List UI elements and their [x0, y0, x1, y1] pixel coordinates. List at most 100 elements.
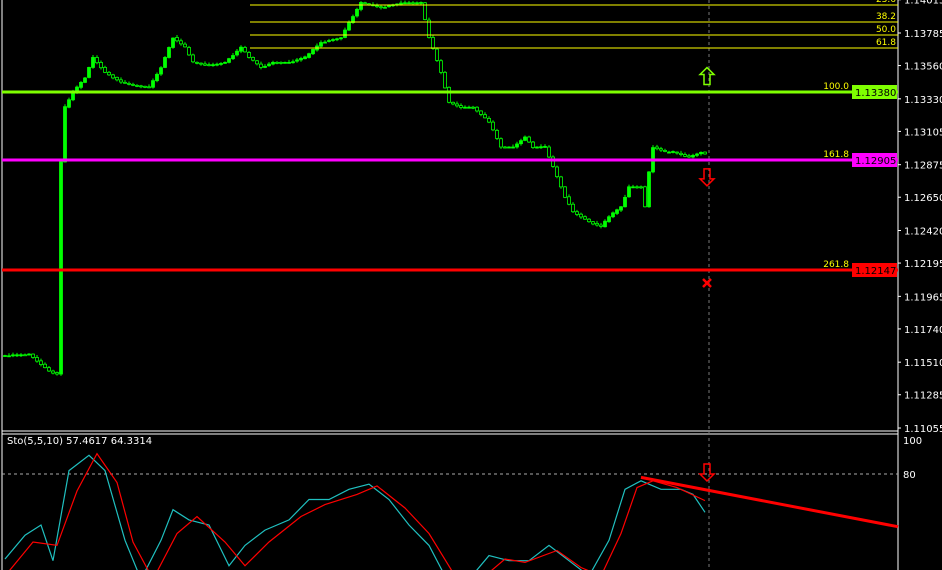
candle-body — [515, 143, 519, 148]
candle-body — [111, 74, 115, 79]
candle-body — [11, 354, 15, 357]
candle-body — [383, 6, 387, 9]
candle-body — [519, 140, 523, 145]
candle-body — [403, 2, 407, 5]
candle-body — [571, 203, 575, 213]
candle-body — [223, 61, 227, 64]
candle-body — [239, 46, 243, 52]
candle-body — [319, 42, 323, 47]
candle-body — [359, 2, 363, 10]
candle-body — [643, 186, 647, 208]
candle-body — [311, 49, 315, 55]
candle-body — [291, 61, 295, 64]
candle-body — [447, 86, 451, 103]
candle-body — [511, 146, 515, 149]
fib-level-label: 100.0 — [823, 82, 849, 92]
candle-body — [195, 61, 199, 64]
price-tick-label: 1.14015 — [904, 0, 942, 7]
candle-body — [323, 41, 327, 44]
candle-body — [631, 186, 635, 189]
candle-body — [251, 57, 255, 61]
candle-body — [23, 354, 27, 357]
candle-body — [31, 353, 35, 358]
candle-body — [443, 71, 447, 89]
fib-level-label: 161.8 — [823, 150, 849, 160]
candle-body — [507, 146, 511, 149]
candle-body — [623, 196, 627, 208]
candle-body — [67, 99, 71, 108]
candle-body — [483, 114, 487, 119]
candle-body — [455, 103, 459, 107]
candle-body — [243, 47, 247, 53]
candle-body — [279, 61, 283, 64]
candle-body — [635, 186, 639, 189]
candle-body — [211, 64, 215, 67]
candle-body — [227, 58, 231, 63]
candle-body — [159, 67, 163, 75]
candle-body — [7, 355, 11, 358]
candle-body — [271, 61, 275, 65]
candle-body — [303, 56, 307, 60]
candle-body — [415, 2, 419, 5]
candle-body — [215, 63, 219, 66]
candle-body — [363, 2, 367, 5]
candle-body — [435, 48, 439, 61]
fib-level-label: 261.8 — [823, 260, 849, 270]
candle-body — [187, 47, 191, 56]
candle-body — [551, 156, 555, 167]
stochastic-signal-line — [9, 452, 706, 570]
candle-body — [699, 151, 703, 155]
candle-body — [3, 355, 7, 357]
candle-body — [615, 209, 619, 214]
price-tick-label: 1.12875 — [904, 161, 942, 172]
candle-body — [339, 37, 343, 40]
price-tick-label: 1.12195 — [904, 259, 942, 270]
price-tick-label: 1.12420 — [904, 227, 942, 238]
candle-body — [479, 110, 483, 115]
fib-level-label: 23.6 — [876, 0, 896, 5]
fib-level-label: 38.2 — [876, 12, 896, 22]
price-label-box — [852, 153, 897, 167]
candle-body — [135, 84, 139, 87]
candle-body — [583, 216, 587, 220]
candle-body — [411, 2, 415, 5]
candle-body — [27, 353, 31, 356]
candle-body — [563, 186, 567, 198]
candle-body — [295, 59, 299, 62]
candle-body — [639, 186, 643, 189]
price-tick-label: 1.11510 — [904, 358, 942, 369]
candle-body — [307, 53, 311, 58]
price-tick-label: 1.12650 — [904, 193, 942, 204]
price-label: 1.12147 — [855, 266, 896, 277]
candle-body — [19, 354, 23, 357]
candle-body — [419, 2, 423, 4]
candle-body — [491, 121, 495, 131]
candle-body — [351, 16, 355, 23]
candle-body — [219, 63, 223, 65]
candle-body — [347, 22, 351, 31]
candle-body — [231, 55, 235, 60]
candle-body — [607, 216, 611, 223]
candle-body — [163, 57, 167, 68]
candle-body — [655, 146, 659, 150]
arrow-up-icon — [698, 66, 716, 86]
candle-body — [463, 106, 467, 109]
candle-body — [687, 155, 691, 158]
candle-body — [207, 64, 211, 67]
candle-body — [595, 222, 599, 226]
candle-body — [127, 82, 131, 85]
candle-body — [355, 8, 359, 17]
candle-body — [335, 38, 339, 41]
candle-body — [523, 136, 527, 141]
stochastic-main-line — [4, 454, 706, 570]
price-label: 1.12905 — [855, 156, 896, 167]
candle-body — [191, 54, 195, 63]
price-tick-label: 1.13105 — [904, 127, 942, 138]
price-label-box — [852, 263, 897, 277]
candle-body — [151, 80, 155, 88]
candle-body — [91, 57, 95, 68]
candle-body — [43, 363, 47, 369]
candle-body — [591, 221, 595, 225]
candle-body — [663, 149, 667, 152]
